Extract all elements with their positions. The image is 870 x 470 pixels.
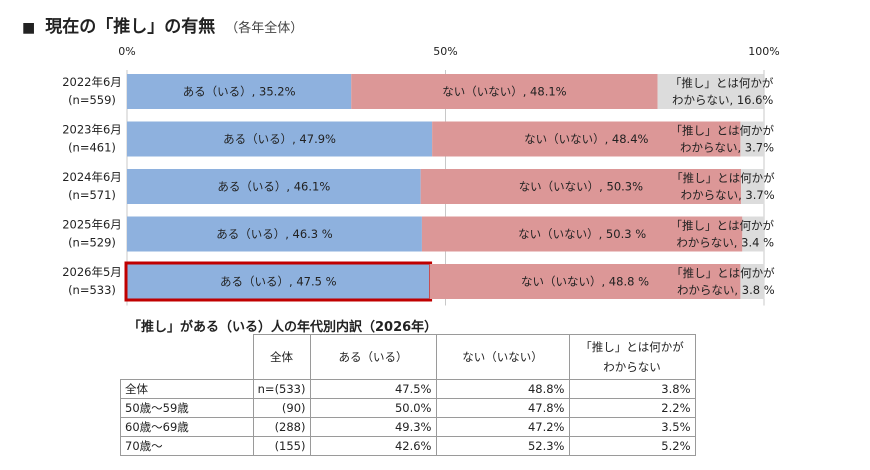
category-label-year: 2023年6月 [62, 123, 122, 137]
row-n: (288) [252, 417, 311, 437]
bar-wakaranai [740, 264, 765, 299]
table-row: 60歳〜69歳 (288) 49.3% 47.2% 3.5% [120, 417, 696, 437]
bar-nai [421, 216, 743, 252]
header-wakaranai-line2: わからない [603, 360, 661, 374]
category-label-n: (n=571) [68, 188, 116, 202]
data-label-wakaranai-line1: 「推し」とは何かが [670, 76, 774, 90]
row-nai: 47.8% [435, 398, 570, 418]
x-tick-label: 0% [118, 45, 135, 58]
bar-wakaranai [657, 74, 764, 109]
category-label-n: (n=559) [68, 93, 116, 107]
row-label: 60歳〜69歳 [120, 417, 254, 437]
data-label-aru: ある（いる）, 35.2% [183, 85, 296, 99]
data-label-aru: ある（いる）, 46.1% [217, 180, 330, 194]
category-label-year: 2022年6月 [62, 75, 122, 89]
data-label-nai: ない（いない）, 50.3% [519, 180, 643, 194]
data-label-nai: ない（いない）, 48.8 % [521, 275, 649, 289]
title-square-icon: ■ [22, 20, 36, 36]
row-aru: 50.0% [309, 398, 437, 418]
bar-nai [429, 264, 741, 299]
x-tick-label: 50% [433, 45, 457, 58]
bar-aru [127, 216, 422, 252]
row-aru: 42.6% [309, 436, 437, 456]
bar-aru [127, 74, 352, 109]
header-blank-cell [120, 334, 254, 380]
row-aru: 49.3% [309, 417, 437, 437]
header-wakaranai: 「推し」とは何かが わからない [568, 334, 696, 380]
category-label-n: (n=461) [68, 141, 116, 155]
category-label-n: (n=529) [68, 236, 116, 250]
bar-wakaranai [742, 216, 764, 252]
chart-title-row: ■ 現在の「推し」の有無 （各年全体） [22, 12, 303, 37]
data-label-wakaranai-line2: わからない, 3.4 % [676, 236, 774, 250]
data-label-wakaranai-line2: わからない, 16.6% [672, 93, 773, 107]
header-total: 全体 [252, 334, 311, 380]
row-nai: 48.8% [435, 379, 570, 399]
bar-aru [127, 264, 430, 299]
breakdown-title: 「推し」がある（いる）人の年代別内訳（2026年） [128, 320, 438, 335]
data-label-wakaranai-line1: 「推し」とは何かが [671, 171, 775, 185]
data-label-wakaranai-line2: わからない, 3.7% [680, 141, 774, 155]
row-n: (155) [252, 436, 311, 456]
chart-subtitle: （各年全体） [225, 21, 304, 36]
category-label-year: 2025年6月 [62, 218, 122, 232]
row-wakaranai: 3.5% [568, 417, 696, 437]
data-label-wakaranai-line1: 「推し」とは何かが [671, 124, 775, 138]
row-label: 50歳〜59歳 [120, 398, 254, 418]
chart-title: 現在の「推し」の有無 [45, 17, 216, 37]
row-nai: 47.2% [435, 417, 570, 437]
category-label-year: 2024年6月 [62, 170, 122, 184]
breakdown-table: 全体 ある（いる） ない（いない） 「推し」とは何かが わからない 全体 n=(… [120, 334, 696, 456]
data-label-aru: ある（いる）, 47.5 % [220, 275, 337, 289]
bar-wakaranai [741, 169, 765, 204]
row-label: 70歳〜 [120, 436, 254, 456]
bar-nai [432, 121, 741, 157]
data-label-wakaranai-line2: わからない, 3.7% [681, 188, 775, 202]
row-n: (90) [252, 398, 311, 418]
row-wakaranai: 5.2% [568, 436, 696, 456]
category-label-n: (n=533) [68, 283, 116, 297]
bar-nai [351, 74, 658, 109]
data-label-nai: ない（いない）, 48.4% [524, 132, 648, 146]
table-row: 全体 n=(533) 47.5% 48.8% 3.8% [120, 379, 696, 399]
bar-wakaranai [740, 121, 764, 157]
x-tick-label: 100% [748, 45, 779, 58]
data-label-aru: ある（いる）, 46.3 % [216, 227, 333, 241]
header-aru: ある（いる） [309, 334, 437, 380]
data-label-aru: ある（いる）, 47.9% [223, 132, 336, 146]
data-label-wakaranai-line1: 「推し」とは何かが [671, 219, 775, 233]
row-n: n=(533) [252, 379, 311, 399]
data-label-nai: ない（いない）, 50.3 % [518, 227, 646, 241]
data-label-nai: ない（いない）, 48.1% [442, 85, 566, 99]
row-label: 全体 [120, 379, 254, 399]
header-wakaranai-line1: 「推し」とは何かが [580, 340, 684, 354]
table-row: 70歳〜 (155) 42.6% 52.3% 5.2% [120, 436, 696, 456]
breakdown-header-row: 全体 ある（いる） ない（いない） 「推し」とは何かが わからない [120, 334, 696, 380]
bar-nai [420, 169, 742, 204]
table-row: 50歳〜59歳 (90) 50.0% 47.8% 2.2% [120, 398, 696, 418]
row-nai: 52.3% [435, 436, 570, 456]
bar-aru [127, 121, 433, 157]
row-wakaranai: 2.2% [568, 398, 696, 418]
stacked-bar-chart: 0% 50% 100% 2022年6月 (n=559) ある（いる）, 35.2% ない（い… [62, 45, 780, 306]
row-wakaranai: 3.8% [568, 379, 696, 399]
row-aru: 47.5% [309, 379, 437, 399]
data-label-wakaranai-line2: わからない, 3.8 % [677, 283, 775, 297]
bar-aru [127, 169, 421, 204]
category-label-year: 2026年5月 [62, 265, 122, 279]
data-label-wakaranai-line1: 「推し」とは何かが [671, 266, 775, 280]
header-nai: ない（いない） [435, 334, 570, 380]
